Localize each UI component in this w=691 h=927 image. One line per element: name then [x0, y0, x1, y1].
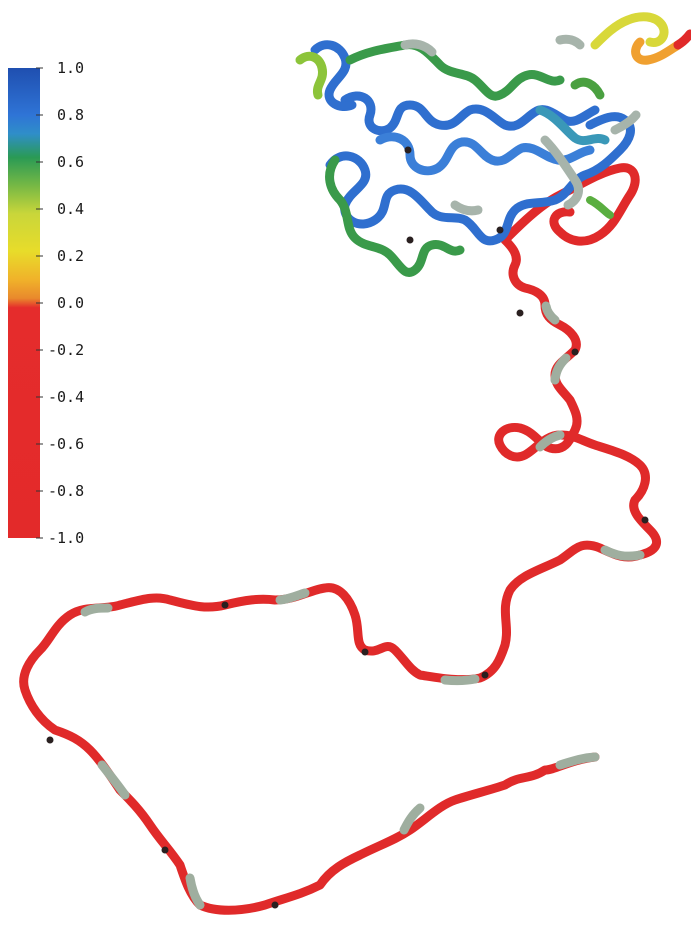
tail-gray-segment-1: [555, 752, 600, 770]
legend-tick-label: -1.0: [48, 529, 84, 547]
legend-tick-label: 0.6: [57, 153, 84, 171]
legend-tick-label: -0.2: [48, 341, 84, 359]
helix-domain-green-lime: [295, 51, 328, 100]
helix-domain-blue-left: [310, 40, 357, 111]
tail-gray-segment-2: [399, 803, 425, 835]
tail-gray-segment-7: [440, 674, 480, 686]
helix-domain-green-lower-right: [586, 196, 614, 219]
tail-gray-segment-11: [541, 301, 560, 325]
domain-gray-segment-3: [450, 200, 483, 216]
color-scale-legend: 1.0 0.8 0.6 0.4 0.2 0.0 -0.2 -0.4 -0.6 -0.8 -1.0: [8, 59, 84, 547]
legend-tick-label: 0.0: [57, 294, 84, 312]
color-scale-ticks: 1.0 0.8 0.6 0.4 0.2 0.0 -0.2 -0.4 -0.6 -0.8 -1.0: [36, 59, 84, 547]
helix-domain-green-left: [325, 155, 465, 277]
backbone-joint-marks: [46, 146, 649, 909]
helix-domain-blue-main: [325, 112, 635, 246]
helix-domain-green-top: [345, 40, 565, 101]
terminal-orange-segment: [631, 37, 683, 65]
legend-tick-label: -0.6: [48, 435, 84, 453]
terminal-red-tip: [673, 29, 691, 50]
protein-backbone-tube: [19, 12, 691, 915]
legend-tick-label: -0.4: [48, 388, 84, 406]
domain-gray-segment-5: [610, 110, 641, 135]
tail-gray-segment-10: [550, 353, 571, 385]
tail-gray-segment-4: [97, 760, 130, 800]
helix-domain-teal: [535, 105, 610, 146]
domain-gray-segment-1: [400, 39, 437, 57]
terminal-yellow-segment: [590, 12, 669, 50]
tail-gray-segment-5: [80, 603, 113, 617]
helix-domain-green-right: [570, 77, 605, 100]
legend-tick-label: 1.0: [57, 59, 84, 77]
color-scale-bar: [8, 68, 40, 538]
tail-gray-segment-3: [185, 873, 205, 910]
tail-gray-segment-8: [600, 545, 645, 561]
legend-tick-label: 0.8: [57, 106, 84, 124]
domain-gray-segment-2: [540, 135, 583, 210]
tail-gray-segment-9: [535, 430, 565, 452]
tail-segment-lower-loop: [19, 235, 661, 915]
legend-tick-label: -0.8: [48, 482, 84, 500]
legend-tick-label: 0.4: [57, 200, 84, 218]
tail-gray-segment-6: [275, 588, 310, 605]
legend-tick-label: 0.2: [57, 247, 84, 265]
helix-domain-blue-mid: [375, 132, 595, 176]
domain-gray-segment-4: [555, 34, 585, 50]
